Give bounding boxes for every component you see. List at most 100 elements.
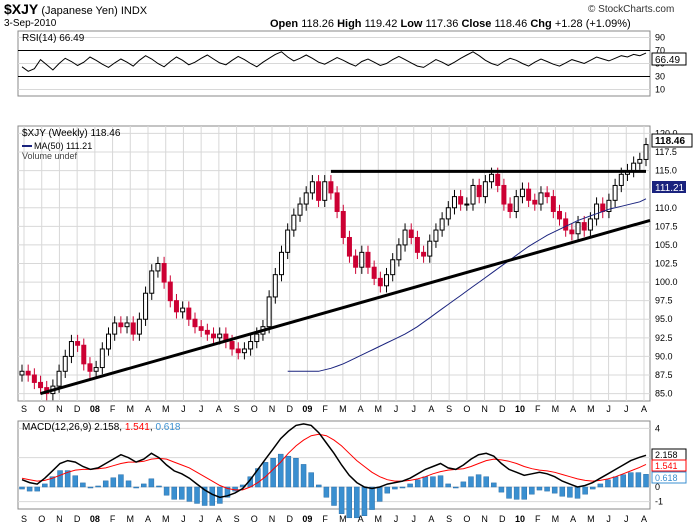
macd-hist-bar (643, 474, 649, 488)
candle-body (433, 229, 439, 242)
macd-legend: MACD(12,26,9) 2.158, 1.541, 0.618 (22, 422, 181, 433)
candle-body (322, 181, 328, 201)
macd-hist-bar (392, 486, 398, 490)
macd-legend-signal: 1.541 (125, 422, 150, 433)
price-tick-label: 95.0 (655, 314, 673, 324)
macd-hist-bar (64, 470, 71, 488)
price-tick-label: 92.5 (655, 333, 673, 343)
month-label: D (286, 514, 293, 524)
month-label: 09 (302, 404, 312, 414)
month-label: J (606, 514, 611, 524)
macd-hist-bar (498, 486, 505, 493)
candle-body (600, 203, 606, 212)
candle-body (384, 274, 390, 287)
macd-hist-bar (156, 485, 162, 488)
candle-body (569, 229, 575, 235)
month-label: O (463, 514, 470, 524)
candle-body (186, 307, 192, 320)
chg-label: Chg (530, 18, 552, 30)
candle-body (594, 203, 600, 220)
macd-hist-bar (209, 486, 215, 506)
macd-hist-bar (102, 480, 109, 488)
price-tick-label: 97.5 (655, 296, 673, 306)
candle-body (254, 333, 260, 343)
candle-body (235, 348, 241, 354)
signal-badge-box (651, 459, 687, 472)
macd-hist-bar (589, 486, 596, 490)
candle-body (62, 355, 68, 372)
candle-body (519, 188, 525, 198)
close-value: 118.46 (494, 18, 528, 30)
macd-hist-bar (628, 472, 634, 488)
macd-legend-macd: 2.158 (94, 422, 119, 433)
month-label: M (127, 404, 135, 414)
month-label: F (535, 514, 541, 524)
month-label: 10 (515, 514, 525, 524)
macd-histogram (19, 453, 649, 519)
month-label: N (481, 404, 488, 414)
price-tick-label: 117.5 (655, 147, 677, 157)
macd-legend-name: MACD(12,26,9) (22, 422, 91, 433)
candle-body (557, 210, 563, 220)
month-label: M (339, 404, 347, 414)
macd-hist-bar (559, 486, 566, 497)
candle-body (532, 199, 538, 205)
rsi-tick-label: 30 (655, 72, 665, 82)
candle-body (229, 341, 235, 350)
macd-hist-bar (42, 483, 48, 488)
rsi-panel: 9070503010 RSI(14) 66.49 66.49 (17, 30, 687, 97)
month-label: M (127, 514, 135, 524)
candle-body (99, 348, 105, 369)
month-label: N (481, 514, 488, 524)
month-label: F (322, 404, 328, 414)
month-label: N (269, 404, 276, 414)
candle-body (266, 296, 272, 328)
macd-hist-bar (354, 486, 360, 519)
candle-body (118, 322, 124, 328)
macd-hist-bar (133, 486, 139, 489)
macd-hist-bar (407, 483, 413, 488)
candle-body (278, 251, 284, 276)
macd-hist-bar (551, 486, 558, 494)
candle-body (637, 158, 643, 164)
month-label: S (446, 514, 452, 524)
month-axis-price: S O N D 08 F M A M J J A S O N D 09 F M A M J J A S O N D 10 F M A M J J A (21, 404, 647, 414)
candle-body (19, 370, 25, 376)
month-label: 09 (302, 514, 312, 524)
macd-hist-bar (19, 486, 25, 490)
candle-body (241, 348, 247, 354)
month-label: 10 (515, 404, 525, 414)
candle-body (402, 229, 408, 246)
candle-body (161, 263, 167, 283)
macd-hist-bar (453, 486, 459, 489)
candle-body (303, 192, 309, 205)
macd-hist-bar (217, 486, 223, 504)
month-label: A (570, 404, 576, 414)
chart-date: 3-Sep-2010 (4, 18, 57, 29)
candle-body (198, 326, 204, 331)
candle-body (297, 203, 303, 216)
macd-hist-bar (57, 470, 63, 488)
low-value: 117.36 (425, 18, 459, 30)
macd-hist-bar (316, 484, 322, 488)
macd-legend-hist: 0.618 (155, 422, 180, 433)
macd-hist-bar (118, 474, 124, 488)
candle-body (192, 318, 198, 328)
candle-body (340, 210, 346, 238)
symbol-title: $XJY (Japanese Yen) INDX (4, 1, 147, 17)
price-tick-label: 102.5 (655, 259, 678, 269)
candle-body (464, 203, 470, 206)
rsi-line (21, 51, 647, 72)
macd-hist-bar (605, 479, 611, 488)
macd-hist-bar (72, 475, 79, 488)
month-label: J (606, 404, 611, 414)
price-value-badge: 118.46 (655, 136, 685, 147)
macd-tick-label: 4 (655, 423, 660, 433)
candle-body (643, 144, 649, 160)
ma-legend: MA(50) 111.21 (34, 141, 92, 151)
candle-body (489, 173, 495, 183)
ma50-line (287, 198, 647, 372)
candle-body (458, 196, 464, 205)
candle-body (75, 341, 81, 346)
open-value: 118.26 (301, 18, 335, 30)
